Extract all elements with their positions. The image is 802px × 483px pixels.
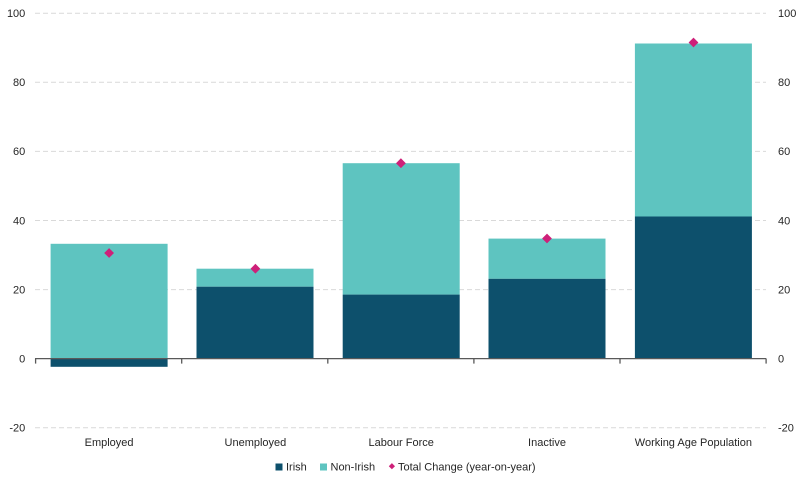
svg-text:Non-Irish: Non-Irish [331,462,376,474]
svg-text:Labour Force: Labour Force [368,437,433,449]
svg-text:80: 80 [13,77,25,89]
svg-text:Irish: Irish [286,462,307,474]
svg-text:0: 0 [19,354,25,366]
svg-text:-20: -20 [9,423,25,435]
svg-text:Inactive: Inactive [528,437,566,449]
svg-text:20: 20 [778,284,790,296]
svg-text:-20: -20 [778,423,794,435]
svg-text:100: 100 [7,8,25,20]
svg-text:0: 0 [778,354,784,366]
svg-text:80: 80 [778,77,790,89]
svg-text:40: 40 [778,215,790,227]
svg-text:Unemployed: Unemployed [225,437,287,449]
svg-text:60: 60 [13,146,25,158]
svg-text:40: 40 [13,215,25,227]
svg-text:60: 60 [778,146,790,158]
svg-text:100: 100 [778,8,796,20]
svg-text:Employed: Employed [85,437,134,449]
svg-text:Total Change (year-on-year): Total Change (year-on-year) [398,462,536,474]
svg-text:Working Age Population: Working Age Population [635,437,752,449]
svg-text:20: 20 [13,284,25,296]
